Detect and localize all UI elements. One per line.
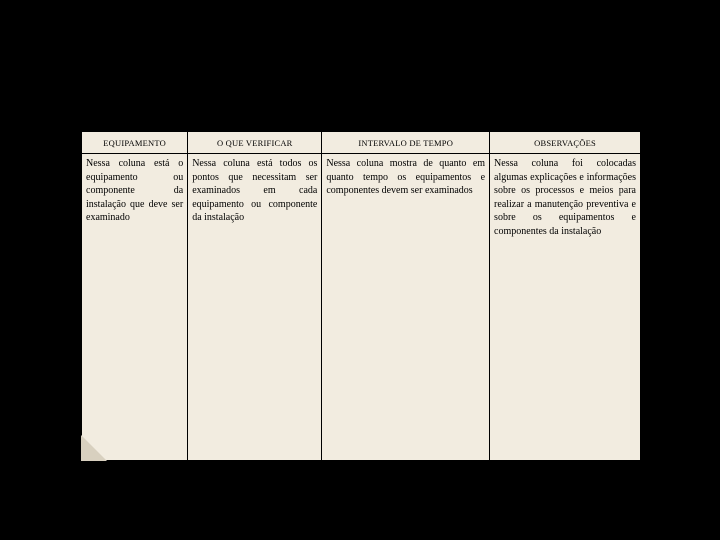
col-header-intervalo: INTERVALO DE TEMPO — [322, 132, 490, 154]
page-corner-fold-icon — [81, 435, 107, 461]
table-row: Nessa coluna está o equipamento ou compo… — [82, 154, 641, 461]
cell-verificar: Nessa coluna está todos os pontos que ne… — [188, 154, 322, 461]
table-header-row: EQUIPAMENTO O QUE VERIFICAR INTERVALO DE… — [82, 132, 641, 154]
col-header-equipamento: EQUIPAMENTO — [82, 132, 188, 154]
cell-equipamento: Nessa coluna está o equipamento ou compo… — [82, 154, 188, 461]
paper-slide: EQUIPAMENTO O QUE VERIFICAR INTERVALO DE… — [80, 130, 642, 462]
cell-intervalo: Nessa coluna mostra de quanto em quanto … — [322, 154, 490, 461]
col-header-verificar: O QUE VERIFICAR — [188, 132, 322, 154]
col-header-observacoes: OBSERVAÇÕES — [490, 132, 641, 154]
maintenance-plan-table: EQUIPAMENTO O QUE VERIFICAR INTERVALO DE… — [81, 131, 641, 461]
cell-observacoes: Nessa coluna foi colocadas algumas expli… — [490, 154, 641, 461]
